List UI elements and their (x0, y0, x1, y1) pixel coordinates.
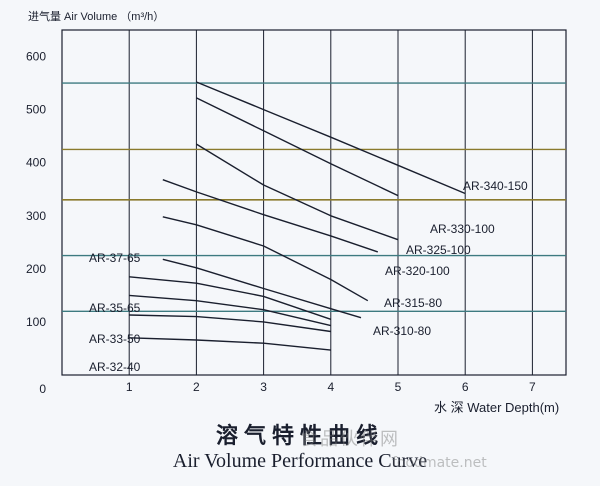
series-line-ar-37-65 (129, 276, 332, 320)
y-tick-label: 600 (26, 50, 46, 64)
chart-grid (61, 29, 567, 376)
y-axis-ticks: 0 100 200 300 400 500 600 (26, 50, 46, 396)
y-tick-label: 300 (26, 209, 46, 223)
y-tick-label: 500 (26, 103, 46, 117)
y-tick-label: 100 (26, 315, 46, 329)
watermark-text: 食品伙伴网 (300, 429, 400, 450)
series-label: AR-315-80 (384, 296, 442, 310)
series-label: AR-33-50 (89, 332, 141, 346)
y-tick-label: 200 (26, 262, 46, 276)
series-label: AR-35-65 (89, 301, 141, 315)
series-label: AR-32-40 (89, 360, 141, 374)
series-line-ar-320-100 (162, 179, 379, 253)
y-tick-label: 0 (39, 382, 46, 396)
x-tick-label: 4 (327, 380, 334, 394)
x-axis-label: 水 深 Water Depth(m) (434, 400, 559, 415)
x-tick-label: 7 (529, 380, 536, 394)
x-axis-ticks: 1 2 3 4 5 6 7 (126, 380, 536, 394)
chart-series (129, 81, 466, 351)
y-axis-label: 进气量 Air Volume （m³/h） (28, 9, 164, 23)
series-line-ar-32-40 (129, 337, 331, 351)
chart-title-english: Air Volume Performance Curve (172, 450, 428, 472)
plot-frame (61, 29, 567, 376)
x-tick-label: 3 (260, 380, 267, 394)
series-label: AR-325-100 (406, 243, 471, 257)
series-label: AR-330-100 (430, 222, 495, 236)
series-line-ar-35-65 (129, 294, 331, 327)
series-label: AR-37-65 (89, 251, 141, 265)
y-tick-label: 400 (26, 156, 46, 170)
x-tick-label: 1 (126, 380, 133, 394)
series-label: AR-320-100 (385, 264, 450, 278)
series-line-ar-33-50 (129, 314, 331, 333)
x-tick-label: 5 (395, 380, 402, 394)
x-tick-label: 6 (462, 380, 469, 394)
series-labels: AR-340-150 AR-330-100 AR-325-100 AR-320-100… (89, 179, 528, 374)
series-line-ar-340-150 (196, 81, 466, 195)
series-line-ar-310-80 (162, 258, 362, 319)
series-label: AR-340-150 (463, 179, 528, 193)
series-line-ar-315-80 (162, 216, 369, 302)
series-label: AR-310-80 (373, 324, 431, 338)
series-line-ar-325-100 (196, 143, 399, 241)
watermark-url: foodmate.net (392, 455, 487, 471)
chart-title-chinese: 溶气特性曲线 (215, 424, 384, 449)
x-tick-label: 2 (193, 380, 200, 394)
series-line-ar-330-100 (196, 97, 399, 197)
